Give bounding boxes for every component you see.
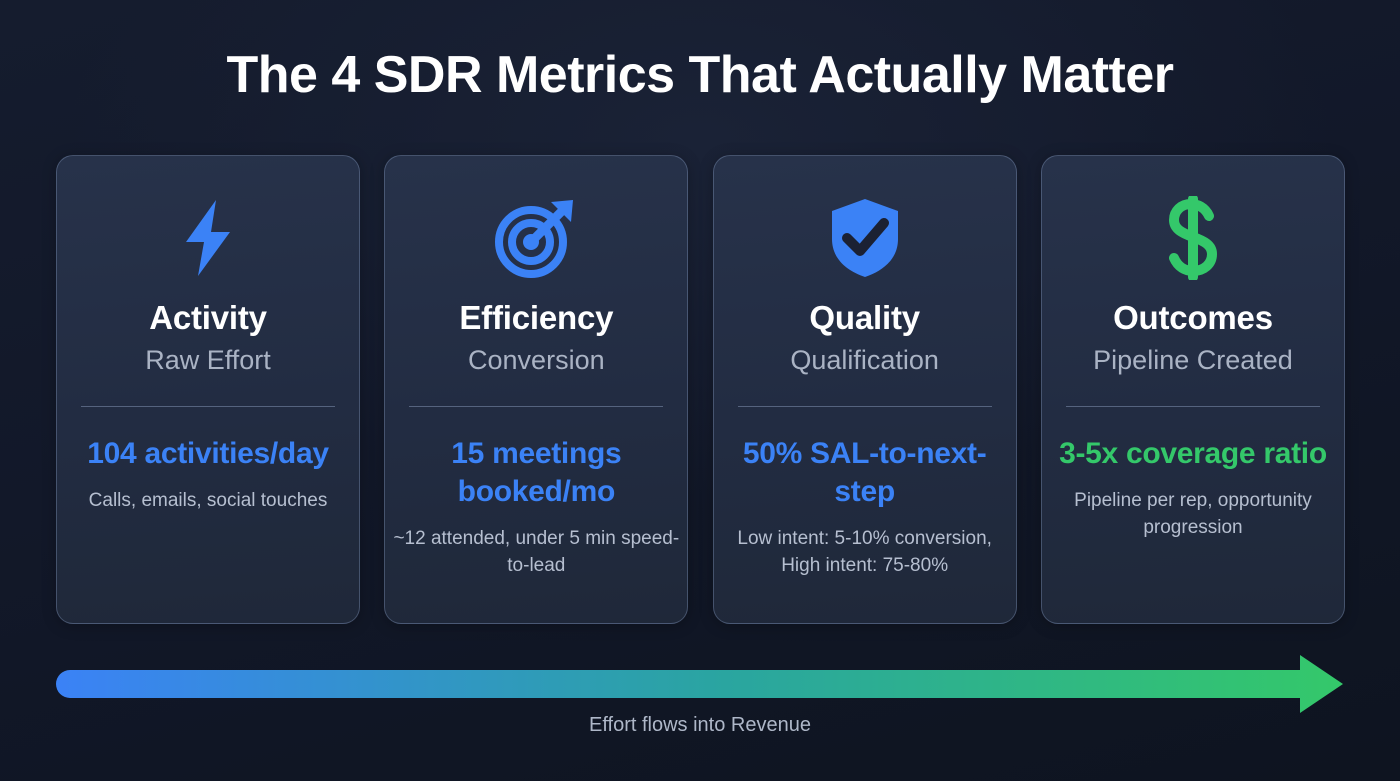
dollar-sign-icon [1161, 190, 1225, 286]
card-metric: 3-5x coverage ratio [1059, 437, 1327, 470]
card-detail: ~12 attended, under 5 min speed-to-lead [393, 528, 680, 576]
metric-card-activity[interactable]: Activity Raw Effort 104 activities/day C… [56, 155, 360, 624]
card-divider [737, 406, 992, 407]
card-metric: 104 activities/day [87, 437, 329, 470]
card-divider [81, 406, 335, 407]
flow-caption: Effort flows into Revenue [589, 714, 811, 736]
metric-card-outcomes[interactable]: Outcomes Pipeline Created 3-5x coverage … [1040, 155, 1345, 624]
card-detail: Pipeline per rep, opportunity progressio… [1074, 490, 1312, 538]
card-metric: 15 meetings booked/mo [451, 437, 622, 508]
page-title: The 4 SDR Metrics That Actually Matter [226, 46, 1174, 104]
target-bullseye-icon [495, 190, 577, 286]
metric-card-efficiency[interactable]: Efficiency Conversion 15 meetings booked… [384, 155, 689, 624]
card-divider [409, 406, 664, 407]
card-subtitle: Conversion [468, 345, 605, 375]
card-title: Activity [149, 299, 267, 336]
lightning-bolt-icon [176, 190, 240, 286]
card-divider [1065, 406, 1320, 407]
card-subtitle: Qualification [790, 345, 939, 375]
metric-card-quality[interactable]: Quality Qualification 50% SAL-to-next-st… [712, 155, 1017, 624]
flow-arrow [50, 648, 1350, 720]
card-title: Quality [809, 299, 920, 336]
card-metric: 50% SAL-to-next-step [742, 437, 987, 508]
card-title: Efficiency [459, 299, 614, 336]
card-detail: Calls, emails, social touches [88, 490, 328, 511]
card-detail: Low intent: 5-10% conversion, High inten… [737, 528, 992, 576]
card-subtitle: Pipeline Created [1093, 345, 1293, 375]
card-title: Outcomes [1113, 299, 1273, 336]
card-subtitle: Raw Effort [145, 345, 271, 375]
shield-check-icon [828, 190, 902, 286]
metric-cards-row: Activity Raw Effort 104 activities/day C… [56, 155, 1345, 624]
